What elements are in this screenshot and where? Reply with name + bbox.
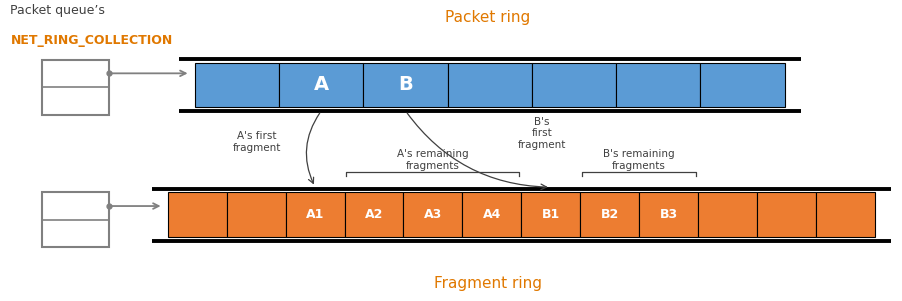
Text: A: A [313, 75, 328, 95]
Text: A2: A2 [364, 208, 382, 221]
FancyBboxPatch shape [700, 63, 784, 107]
Text: NET_RING_COLLECTION: NET_RING_COLLECTION [11, 34, 172, 47]
Text: Packet ring: Packet ring [445, 10, 529, 25]
Text: A3: A3 [423, 208, 442, 221]
FancyBboxPatch shape [615, 63, 700, 107]
FancyBboxPatch shape [639, 192, 697, 237]
FancyBboxPatch shape [403, 192, 462, 237]
Text: B's
first
fragment: B's first fragment [517, 117, 566, 150]
FancyBboxPatch shape [226, 192, 285, 237]
Text: A's first
fragment: A's first fragment [232, 131, 281, 153]
Text: Fragment ring: Fragment ring [433, 276, 541, 291]
FancyBboxPatch shape [520, 192, 579, 237]
Text: B1: B1 [541, 208, 559, 221]
Text: B's remaining
fragments: B's remaining fragments [603, 149, 674, 171]
FancyBboxPatch shape [363, 63, 447, 107]
FancyBboxPatch shape [279, 63, 363, 107]
FancyBboxPatch shape [41, 60, 109, 115]
Text: A's remaining
fragments: A's remaining fragments [397, 149, 468, 171]
Text: A4: A4 [482, 208, 501, 221]
FancyBboxPatch shape [41, 192, 109, 247]
FancyBboxPatch shape [579, 192, 639, 237]
FancyBboxPatch shape [531, 63, 615, 107]
Text: B3: B3 [658, 208, 676, 221]
FancyBboxPatch shape [697, 192, 756, 237]
FancyBboxPatch shape [285, 192, 345, 237]
FancyBboxPatch shape [168, 192, 226, 237]
FancyBboxPatch shape [462, 192, 520, 237]
FancyBboxPatch shape [447, 63, 531, 107]
FancyBboxPatch shape [195, 63, 279, 107]
FancyBboxPatch shape [345, 192, 403, 237]
Text: B2: B2 [600, 208, 618, 221]
FancyBboxPatch shape [815, 192, 874, 237]
Text: Packet queue’s: Packet queue’s [11, 5, 106, 17]
Text: A1: A1 [306, 208, 324, 221]
FancyBboxPatch shape [756, 192, 815, 237]
Text: B: B [398, 75, 412, 95]
